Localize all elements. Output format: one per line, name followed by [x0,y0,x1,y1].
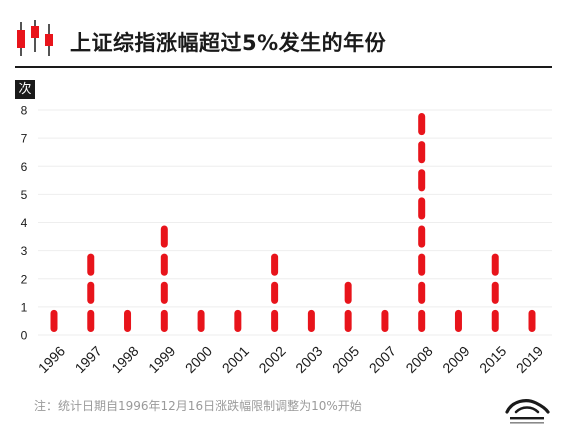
y-axis-label: 次 [15,80,35,99]
bar-unit-2003-1 [307,309,315,332]
bar-unit-1997-3 [87,253,95,276]
chart-title: 上证综指涨幅超过5%发生的年份 [70,31,387,55]
x-tick-label: 2015 [476,343,509,376]
x-tick-label: 1997 [72,343,105,376]
bar-unit-2015-1 [491,309,499,332]
bar-unit-2005-1 [344,309,352,332]
bar-unit-2002-2 [271,281,279,304]
y-tick-label: 5 [21,188,28,202]
y-tick-label: 1 [21,300,28,314]
bar-unit-1999-3 [160,253,168,276]
bar-unit-2008-8 [418,113,426,136]
x-tick-label: 2005 [329,343,362,376]
bar-unit-2019-1 [528,309,536,332]
bar-unit-2001-1 [234,309,242,332]
x-tick-label: 2007 [366,343,399,376]
bar-unit-1996-1 [50,309,58,332]
bar-unit-1997-1 [87,309,95,332]
x-tick-label: 2008 [402,343,435,376]
x-tick-label: 1998 [108,343,141,376]
bar-unit-1997-2 [87,281,95,304]
bar-unit-1999-1 [160,309,168,332]
y-tick-label: 2 [21,272,28,286]
bar-unit-2005-2 [344,281,352,304]
bar-unit-2000-1 [197,309,205,332]
bar-unit-2008-7 [418,141,426,164]
x-tick-label: 1999 [145,343,178,376]
candlestick-icon [17,20,53,56]
x-tick-label: 2000 [182,343,215,376]
x-tick-label: 2001 [219,343,252,376]
bar-unit-2002-1 [271,309,279,332]
y-tick-label: 0 [21,329,28,343]
footnote: 注：统计日期自1996年12月16日涨跌幅限制调整为10%开始 [34,399,362,413]
y-tick-label: 3 [21,244,28,258]
bar-unit-2015-2 [491,281,499,304]
y-tick-label: 4 [21,216,28,230]
bar-unit-2008-2 [418,281,426,304]
x-tick-label: 2009 [439,343,472,376]
bar-unit-1999-2 [160,281,168,304]
wave-logo-icon [505,399,550,424]
bar-unit-2008-1 [418,309,426,332]
bar-unit-2015-3 [491,253,499,276]
title-divider [15,66,552,68]
bar-unit-2008-4 [418,225,426,248]
y-tick-label: 6 [21,160,28,174]
bar-unit-2008-6 [418,169,426,192]
x-tick-label: 2003 [292,343,325,376]
bar-unit-2009-1 [454,309,462,332]
x-tick-label: 2002 [255,343,288,376]
y-tick-label: 8 [21,104,28,118]
bar-unit-2007-1 [381,309,389,332]
bar-unit-2008-5 [418,197,426,220]
bar-unit-1998-1 [124,309,132,332]
x-tick-label: 1996 [35,343,68,376]
y-tick-label: 7 [21,132,28,146]
x-tick-label: 2019 [513,343,546,376]
bar-unit-2002-3 [271,253,279,276]
bar-unit-1999-4 [160,225,168,248]
bar-unit-2008-3 [418,253,426,276]
